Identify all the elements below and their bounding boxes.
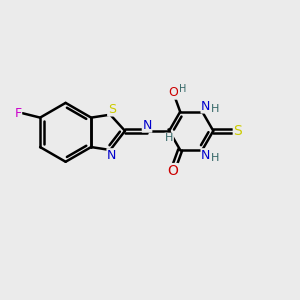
Text: S: S (233, 124, 242, 138)
Text: O: O (167, 164, 178, 178)
Text: O: O (168, 86, 178, 99)
Text: N: N (142, 119, 152, 132)
Text: H: H (210, 153, 219, 163)
Text: N: N (201, 149, 211, 162)
Text: F: F (14, 107, 22, 120)
Text: H: H (165, 133, 173, 143)
Text: N: N (107, 149, 116, 162)
Text: N: N (201, 100, 211, 113)
Text: H: H (210, 104, 219, 114)
Text: S: S (108, 103, 116, 116)
Text: H: H (179, 84, 186, 94)
